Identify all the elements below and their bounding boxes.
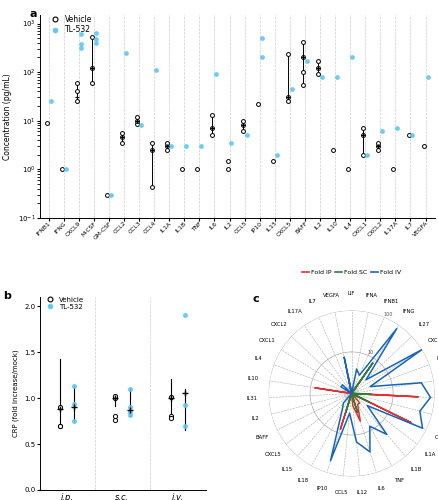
Legend: Vehicle, TL-532: Vehicle, TL-532 — [43, 296, 84, 310]
Y-axis label: CRP (fold increase/mock): CRP (fold increase/mock) — [12, 350, 18, 438]
Legend: Fold IP, Fold SC, Fold IV: Fold IP, Fold SC, Fold IV — [299, 267, 403, 278]
Text: b: b — [3, 291, 11, 301]
Text: a: a — [29, 9, 37, 19]
Y-axis label: Concentration (pg/mL): Concentration (pg/mL) — [3, 73, 12, 160]
Polygon shape — [343, 386, 358, 401]
Text: c: c — [251, 294, 258, 304]
Legend: Vehicle, TL-532: Vehicle, TL-532 — [47, 15, 92, 34]
